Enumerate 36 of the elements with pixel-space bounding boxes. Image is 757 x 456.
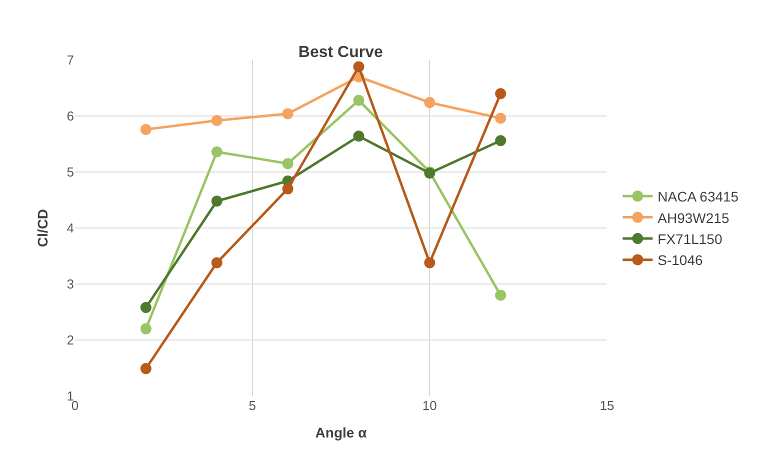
y-tick-label: 4 (66, 220, 74, 236)
legend-label: NACA 63415 (658, 188, 739, 205)
point (211, 196, 222, 207)
point (353, 61, 364, 72)
y-axis-title: Cl/CD (34, 208, 50, 248)
point (140, 363, 152, 374)
x-tick-label: 5 (248, 398, 256, 413)
y-tick-label: 3 (66, 276, 74, 292)
point (140, 124, 152, 135)
point (495, 135, 506, 146)
point (211, 114, 222, 126)
x-tick-label: 15 (600, 398, 614, 413)
legend-label: AH93W215 (658, 210, 730, 226)
point (495, 88, 506, 100)
point (353, 130, 364, 142)
point (211, 257, 222, 268)
point (282, 108, 294, 120)
legend-label: S-1046 (658, 252, 703, 268)
x-axis-title: Angle α (315, 424, 368, 440)
point (282, 158, 294, 170)
point (140, 302, 152, 314)
point (282, 183, 294, 194)
y-tick-label: 2 (66, 332, 74, 348)
point (140, 323, 152, 334)
y-tick-label: 7 (66, 52, 74, 68)
y-tick-label: 5 (66, 164, 74, 180)
point (353, 94, 364, 106)
point (495, 112, 506, 124)
point (424, 257, 436, 268)
point (495, 290, 506, 301)
x-tick-label: 10 (422, 398, 437, 413)
point (211, 146, 222, 158)
legend-label: FX71L150 (658, 230, 722, 247)
chart-title: Best Curve (298, 44, 383, 61)
y-tick-label: 6 (66, 108, 74, 124)
point (424, 97, 436, 108)
